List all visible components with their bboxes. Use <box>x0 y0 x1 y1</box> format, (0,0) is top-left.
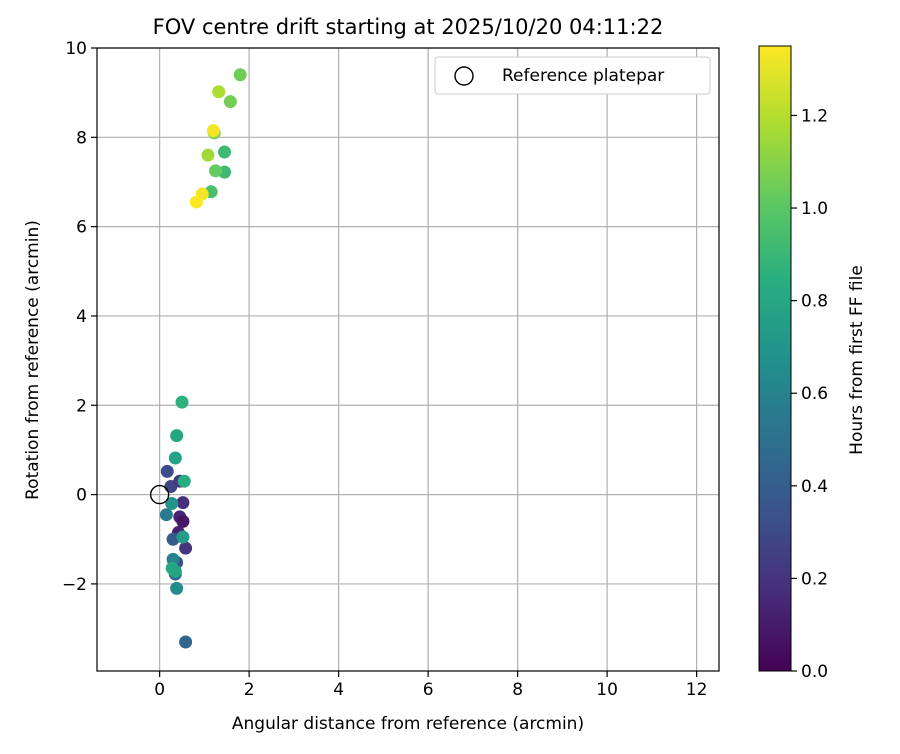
colorbar-label: Hours from first FF file <box>847 265 867 455</box>
data-point <box>165 497 179 511</box>
y-tick-label: 10 <box>65 39 87 59</box>
data-point <box>175 395 189 409</box>
colorbar: 0.0 0.2 0.4 0.6 0.8 1.0 1.2 Hours from first F… <box>758 45 867 682</box>
colorbar-tick-label: 1.0 <box>801 199 828 219</box>
data-point <box>160 464 174 478</box>
colorbar-tick-label: 0.2 <box>801 569 828 589</box>
data-point <box>170 429 184 443</box>
data-point <box>176 514 190 528</box>
colorbar-tick-label: 0.8 <box>801 292 828 312</box>
x-tick-label: 12 <box>686 680 708 700</box>
data-point <box>201 148 215 162</box>
y-tick-label: 6 <box>76 218 87 238</box>
data-point <box>212 85 226 99</box>
y-tick-label: 8 <box>76 128 87 148</box>
y-tick-label: 2 <box>76 396 87 416</box>
colorbar-tick-label: 1.2 <box>801 106 828 126</box>
colorbar-gradient <box>758 45 792 672</box>
data-point <box>206 124 220 138</box>
x-tick-label: 10 <box>596 680 618 700</box>
x-tick-label: 6 <box>423 680 434 700</box>
y-tick-label: −2 <box>62 575 87 595</box>
data-point <box>223 95 237 109</box>
x-axis-label: Angular distance from reference (arcmin) <box>232 714 584 734</box>
data-point <box>177 474 191 488</box>
data-point <box>176 530 190 544</box>
legend: Reference platepar <box>434 56 711 95</box>
legend-label-reference: Reference platepar <box>502 66 664 86</box>
axis-ticks: 0 2 4 6 8 10 12 −2 0 2 4 6 8 10 <box>62 39 708 700</box>
data-point <box>159 508 173 522</box>
data-point <box>218 145 232 159</box>
data-point <box>166 532 180 546</box>
x-tick-label: 4 <box>333 680 344 700</box>
reference-platepar-marker <box>149 484 170 505</box>
x-tick-label: 0 <box>154 680 165 700</box>
data-point <box>233 68 247 82</box>
data-point <box>209 164 223 178</box>
data-point <box>189 195 203 209</box>
y-axis-label: Rotation from reference (arcmin) <box>23 220 43 500</box>
plot-frame <box>96 47 720 672</box>
data-points <box>149 68 247 649</box>
colorbar-tick-label: 0.6 <box>801 384 828 404</box>
x-tick-label: 8 <box>512 680 523 700</box>
data-point <box>179 635 193 649</box>
chart-title: FOV centre drift starting at 2025/10/20 … <box>153 15 664 39</box>
data-point <box>176 496 190 510</box>
data-point <box>168 564 182 578</box>
grid-lines <box>97 47 719 671</box>
colorbar-ticks: 0.0 0.2 0.4 0.6 0.8 1.0 1.2 <box>791 106 828 682</box>
legend-marker-reference <box>454 66 474 86</box>
y-tick-label: 4 <box>76 307 87 327</box>
x-tick-label: 2 <box>244 680 255 700</box>
data-point <box>168 451 182 465</box>
colorbar-tick-label: 0.0 <box>801 662 828 682</box>
colorbar-tick-label: 0.4 <box>801 477 828 497</box>
data-point <box>170 581 184 595</box>
legend-box <box>434 56 711 95</box>
y-tick-label: 0 <box>76 486 87 506</box>
data-point <box>179 541 193 555</box>
